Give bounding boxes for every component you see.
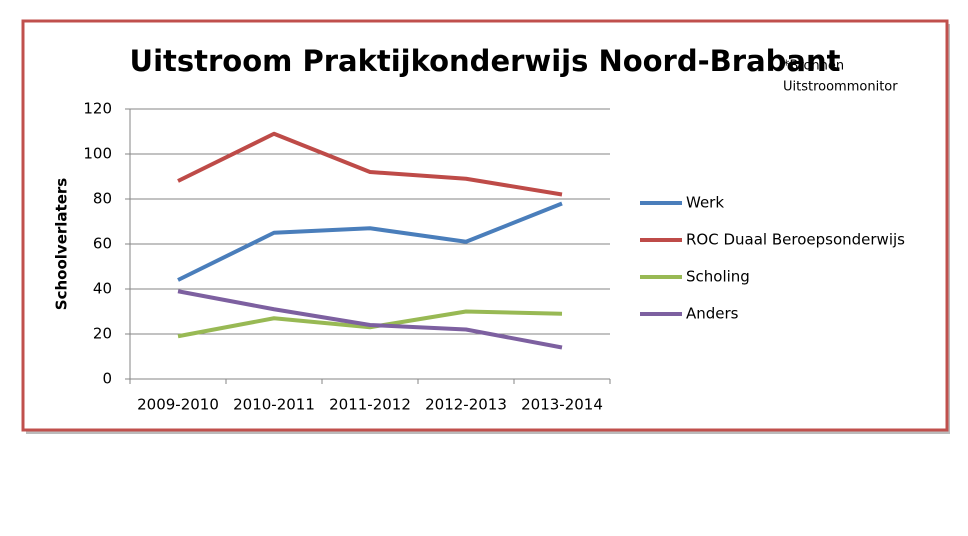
x-tick-label: 2010-2011 <box>233 396 315 414</box>
x-tick-label: 2013-2014 <box>521 396 603 414</box>
annotation: Uitstroommonitor <box>783 80 898 95</box>
legend-label: ROC Duaal Beroepsonderwijs <box>686 231 905 249</box>
legend-label: Scholing <box>686 268 750 286</box>
series-line <box>177 201 563 282</box>
x-tick-label: 2011-2012 <box>329 396 411 414</box>
y-tick-label: 40 <box>93 280 112 298</box>
frame <box>21 19 949 432</box>
chart-title: Uitstroom Praktijkonderwijs Noord-Braban… <box>130 44 841 78</box>
legend-label: Werk <box>686 194 724 212</box>
y-tick-label: 60 <box>93 235 112 253</box>
x-tick-label: 2012-2013 <box>425 396 507 414</box>
legend-label: Anders <box>686 305 739 323</box>
annotation: *Bronnen <box>783 59 844 74</box>
y-tick-label: 120 <box>83 100 112 118</box>
y-tick-label: 20 <box>93 325 112 343</box>
series-line <box>177 131 563 197</box>
y-axis-label: Schoolverlaters <box>53 178 71 310</box>
y-tick-label: 80 <box>93 190 112 208</box>
series-line <box>177 309 563 339</box>
y-tick-label: 0 <box>102 370 112 388</box>
series-line <box>177 289 563 350</box>
y-tick-label: 100 <box>83 145 112 163</box>
x-tick-label: 2009-2010 <box>137 396 219 414</box>
